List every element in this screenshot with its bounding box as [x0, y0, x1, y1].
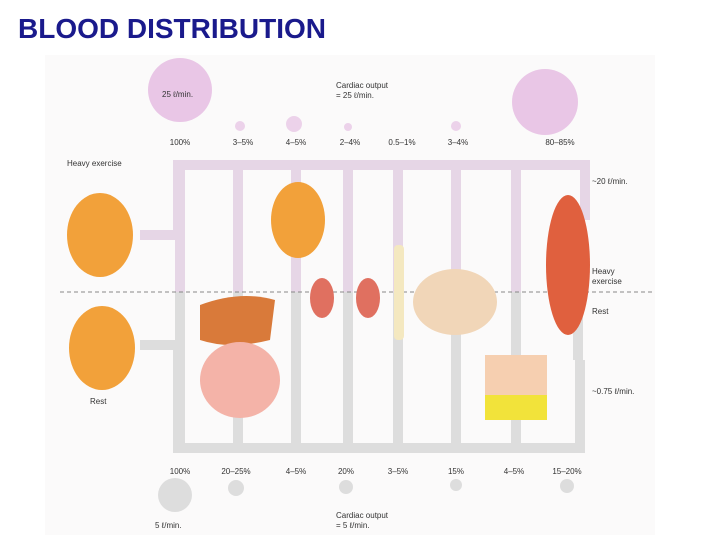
circle [235, 121, 245, 131]
rest-percentage: 20% [338, 467, 354, 476]
muscle-exercise-circle [512, 69, 578, 135]
liver [200, 296, 275, 345]
exercise-cardiac-output: = 25 ℓ/min. [336, 91, 374, 100]
brain [413, 269, 497, 335]
skin-fat [485, 395, 547, 420]
muscle-rest-flow: ~0.75 ℓ/min. [592, 387, 634, 396]
rest-percentage: 4–5% [504, 467, 524, 476]
kidney [356, 278, 380, 318]
exercise-percentage: 100% [170, 138, 190, 147]
exercise-percentage: 0.5–1% [388, 138, 415, 147]
rest-flow: 5 ℓ/min. [155, 521, 182, 530]
exercise-label: Heavy exercise [67, 159, 122, 168]
muscle [546, 195, 590, 335]
rest-circle [158, 478, 192, 512]
rest-percentage: 4–5% [286, 467, 306, 476]
rest-percentage: 20–25% [221, 467, 250, 476]
slide-title: BLOOD DISTRIBUTION [18, 13, 326, 44]
muscle-exercise-label: Heavy [592, 267, 615, 276]
exercise-cardiac-output: Cardiac output [336, 81, 389, 90]
rest-cardiac-output: = 5 ℓ/min. [336, 521, 370, 530]
rest-percentage: 15% [448, 467, 464, 476]
muscle-exercise-label: exercise [592, 277, 622, 286]
circle [286, 116, 302, 132]
exercise-flow: 25 ℓ/min. [162, 90, 193, 99]
rest-label: Rest [90, 397, 107, 406]
exercise-percentage: 80–85% [545, 138, 574, 147]
heart-rest [69, 306, 135, 390]
exercise-percentage: 3–5% [233, 138, 253, 147]
rest-cardiac-output: Cardiac output [336, 511, 389, 520]
muscle-exercise-flow: ~20 ℓ/min. [592, 177, 628, 186]
exercise-circle [148, 58, 212, 122]
rest-percentage: 15–20% [552, 467, 581, 476]
rest-percentage: 3–5% [388, 467, 408, 476]
intestines [200, 342, 280, 418]
circle [228, 480, 244, 496]
circle [344, 123, 352, 131]
figure: 25 ℓ/min. Cardiac output = 25 ℓ/min. Hea… [45, 55, 655, 535]
exercise-percentage: 4–5% [286, 138, 306, 147]
heart-exercise [67, 193, 133, 277]
heart-organ [271, 182, 325, 258]
circle [450, 479, 462, 491]
bone [394, 245, 404, 340]
circle [451, 121, 461, 131]
circle [339, 480, 353, 494]
circle [560, 479, 574, 493]
exercise-percentage: 3–4% [448, 138, 468, 147]
kidney [310, 278, 334, 318]
rest-percentage: 100% [170, 467, 190, 476]
exercise-percentage: 2–4% [340, 138, 360, 147]
muscle-rest-label: Rest [592, 307, 609, 316]
